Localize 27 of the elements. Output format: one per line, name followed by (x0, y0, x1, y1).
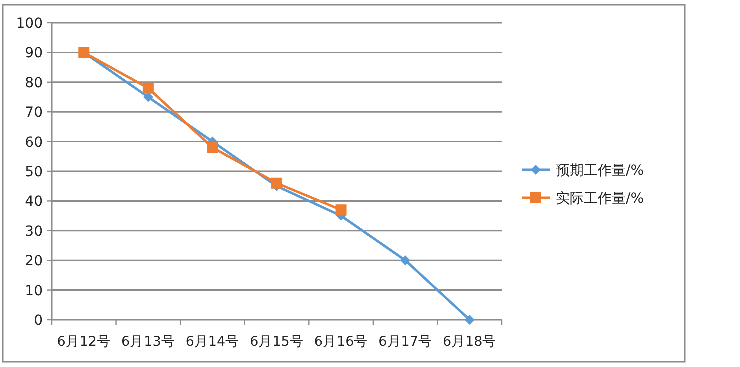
point (207, 142, 218, 154)
point (143, 92, 154, 102)
legend-label: 实际工作量/% (556, 191, 644, 207)
y-tick-label: 80 (25, 75, 43, 92)
point (142, 82, 154, 94)
point (464, 315, 475, 325)
y-tick-label: 60 (25, 134, 43, 151)
point (400, 256, 411, 266)
x-tick-label: 6月12号 (57, 334, 112, 350)
x-tick-label: 6月13号 (122, 334, 176, 350)
x-tick-label: 6月18号 (442, 334, 497, 350)
y-tick-label: 30 (25, 224, 43, 240)
point (336, 204, 347, 216)
legend-label: 预期工作量/% (556, 163, 644, 179)
x-tick-label: 6月17号 (378, 334, 432, 350)
point (272, 178, 282, 189)
y-tick-label: 40 (25, 194, 43, 210)
y-tick-label: 20 (25, 254, 43, 270)
y-tick-label: 10 (25, 283, 43, 300)
x-tick-label: 6月15号 (250, 334, 304, 350)
x-tick-label: 6月14号 (186, 334, 240, 350)
y-tick-label: 90 (25, 46, 43, 62)
y-tick-label: 50 (25, 164, 43, 180)
y-tick-label: 0 (34, 313, 43, 329)
y-tick-label: 100 (16, 16, 43, 32)
y-tick-label: 70 (25, 105, 43, 122)
x-tick-label: 6月16号 (314, 334, 368, 350)
